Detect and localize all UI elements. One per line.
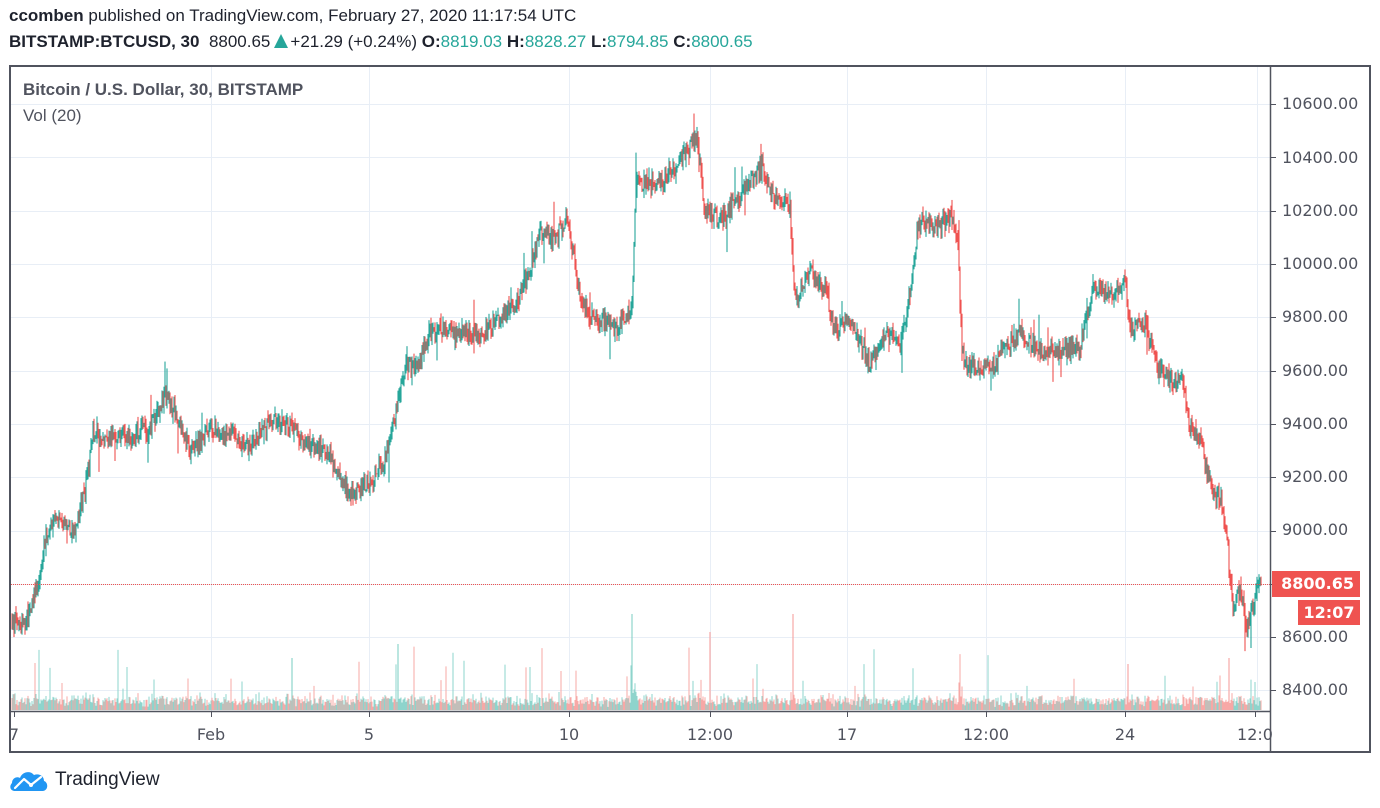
time-tick: 17 [836,725,858,744]
last-price-badge: 8800.65 [1272,571,1360,597]
change-value: +21.29 (+0.24%) [290,32,418,51]
bar-countdown-badge: 12:07 [1298,600,1360,625]
open-value: 8819.03 [440,32,503,51]
time-tick: 24 [1114,725,1136,744]
author-name: ccomben [9,6,84,25]
tradingview-cloud-logo-icon [10,772,48,791]
close-value: 8800.65 [691,32,753,51]
price-tick: 9800.00 [1282,307,1349,326]
price-tick: 8600.00 [1282,627,1349,646]
low-value: 8794.85 [607,32,669,51]
time-tick: 12:00 [686,725,734,744]
time-tick: 10 [558,725,580,744]
time-tick: 12:0 [1237,725,1273,744]
price-tick: 10400.00 [1282,148,1359,167]
up-arrow-icon [274,34,289,48]
close-label: C: [673,32,692,51]
price-tick: 9400.00 [1282,414,1349,433]
open-label: O: [421,32,441,51]
high-label: H: [506,32,525,51]
price-tick: 8400.00 [1282,680,1349,699]
publish-info: ccomben published on TradingView.com, Fe… [9,6,576,26]
high-value: 8828.27 [524,32,587,51]
price-tick: 9000.00 [1282,520,1349,539]
chart-frame[interactable] [9,65,1371,753]
price-tick: 10600.00 [1282,94,1359,113]
volume-legend: Vol (20) [23,106,82,125]
brand-name: TradingView [55,769,160,790]
tradingview-brand[interactable]: TradingView [9,768,160,792]
time-tick: 12:00 [962,725,1010,744]
price-tick: 10200.00 [1282,201,1359,220]
price-tick: 10000.00 [1282,254,1359,273]
published-text: published on TradingView.com, February 2… [88,6,577,25]
symbol-label: BITSTAMP:BTCUSD, 30 [9,32,200,51]
time-tick: 5 [363,725,375,744]
low-label: L: [591,32,608,51]
time-tick: 7 [8,725,20,744]
price-tick: 9600.00 [1282,361,1349,380]
last-price-value: 8800.65 [208,32,271,51]
price-tick: 9200.00 [1282,467,1349,486]
time-tick: Feb [196,725,226,744]
chart-legend-title: Bitcoin / U.S. Dollar, 30, BITSTAMP [23,80,304,99]
ohlc-header: BITSTAMP:BTCUSD, 30 8800.65 +21.29 (+0.24… [9,32,753,52]
